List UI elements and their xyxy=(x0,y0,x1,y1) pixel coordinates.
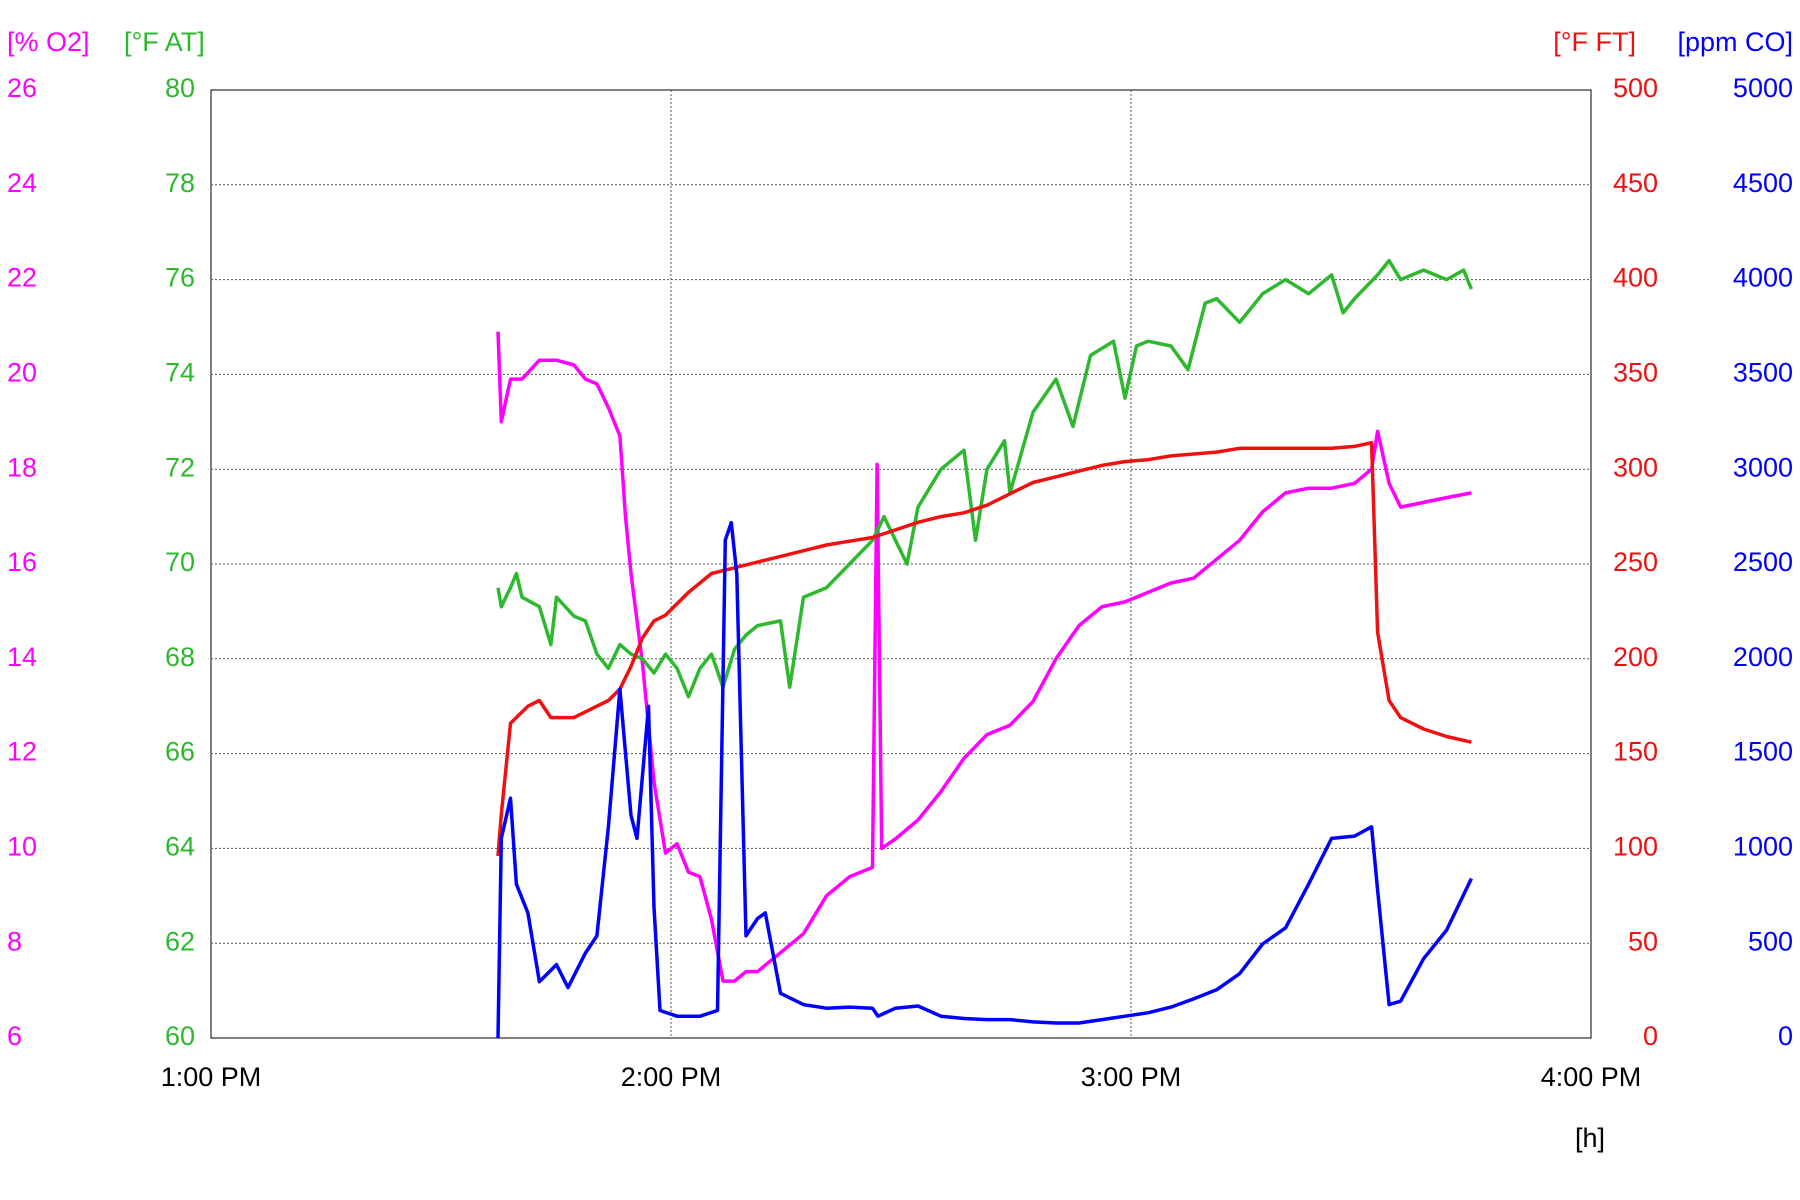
y-tick-label: 5000 xyxy=(1733,73,1793,103)
y-tick-label: 26 xyxy=(7,73,37,103)
data-line xyxy=(496,331,1472,983)
x-tick-label: 3:00 PM xyxy=(1081,1062,1182,1092)
y-tick-label: 200 xyxy=(1613,642,1658,672)
y-tick-label: 4500 xyxy=(1733,168,1793,198)
y-tick-label: 78 xyxy=(165,168,195,198)
y-tick-label: 70 xyxy=(165,547,195,577)
data-line xyxy=(496,520,1473,1039)
y-tick-label: 2500 xyxy=(1733,547,1793,577)
y-tick-label: 1500 xyxy=(1733,737,1793,767)
y-tick-label: 8 xyxy=(7,926,22,956)
x-tick-label: 1:00 PM xyxy=(161,1062,262,1092)
x-axis-label: [h] xyxy=(1575,1123,1605,1153)
y-tick-label: 3000 xyxy=(1733,452,1793,482)
y-tick-label: 4000 xyxy=(1733,263,1793,293)
y-tick-label: 74 xyxy=(165,358,195,388)
y-tick-label: 400 xyxy=(1613,263,1658,293)
y-tick-label: 150 xyxy=(1613,737,1658,767)
y-tick-label: 68 xyxy=(165,642,195,672)
y-tick-label: 0 xyxy=(1778,1021,1793,1051)
y-tick-label: 500 xyxy=(1748,926,1793,956)
x-tick-label: 4:00 PM xyxy=(1541,1062,1642,1092)
axis-title: [°F FT] xyxy=(1553,27,1636,57)
y-tick-label: 3500 xyxy=(1733,358,1793,388)
y-tick-label: 60 xyxy=(165,1021,195,1051)
y-tick-label: 24 xyxy=(7,168,37,198)
y-tick-label: 20 xyxy=(7,358,37,388)
y-tick-label: 450 xyxy=(1613,168,1658,198)
y-tick-label: 62 xyxy=(165,926,195,956)
y-tick-label: 300 xyxy=(1613,452,1658,482)
y-tick-label: 350 xyxy=(1613,358,1658,388)
y-tick-label: 22 xyxy=(7,263,37,293)
y-tick-label: 50 xyxy=(1628,926,1658,956)
y-tick-label: 500 xyxy=(1613,73,1658,103)
y-tick-label: 76 xyxy=(165,263,195,293)
y-tick-label: 12 xyxy=(7,737,37,767)
axis-title: [ppm CO] xyxy=(1677,27,1793,57)
x-tick-label: 2:00 PM xyxy=(621,1062,722,1092)
y-tick-label: 250 xyxy=(1613,547,1658,577)
axis-title: [°F AT] xyxy=(124,27,205,57)
y-tick-label: 1000 xyxy=(1733,832,1793,862)
y-tick-label: 16 xyxy=(7,547,37,577)
y-tick-label: 80 xyxy=(165,73,195,103)
y-tick-label: 0 xyxy=(1643,1021,1658,1051)
y-tick-label: 18 xyxy=(7,452,37,482)
y-tick-label: 64 xyxy=(165,832,195,862)
y-tick-label: 14 xyxy=(7,642,37,672)
y-tick-label: 100 xyxy=(1613,832,1658,862)
y-tick-label: 6 xyxy=(7,1021,22,1051)
y-tick-label: 2000 xyxy=(1733,642,1793,672)
axis-title: [% O2] xyxy=(7,27,90,57)
data-line xyxy=(496,440,1472,857)
y-tick-label: 10 xyxy=(7,832,37,862)
data-line xyxy=(496,258,1474,699)
y-tick-label: 72 xyxy=(165,452,195,482)
y-tick-label: 66 xyxy=(165,737,195,767)
